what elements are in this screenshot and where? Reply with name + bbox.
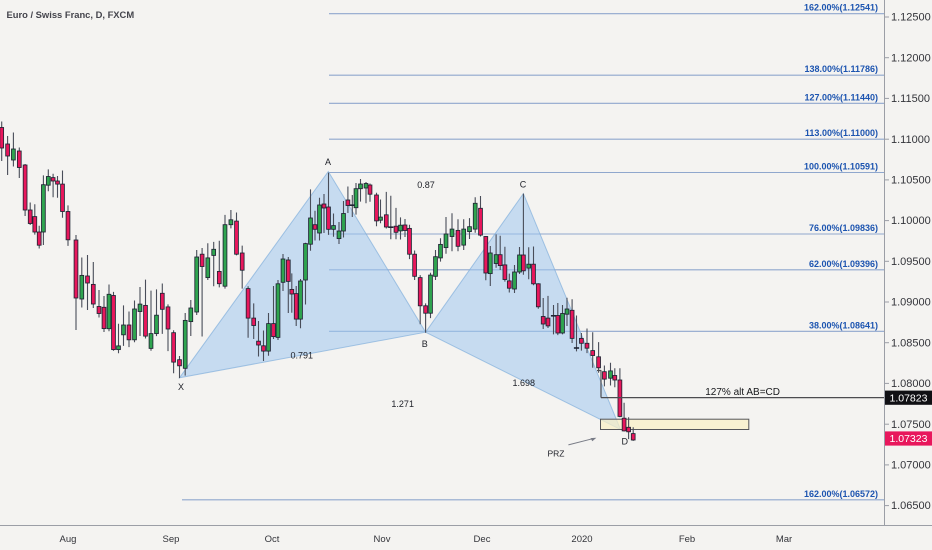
- svg-text:0.87: 0.87: [417, 180, 435, 190]
- svg-text:127% alt AB=CD: 127% alt AB=CD: [705, 387, 780, 398]
- svg-text:D: D: [621, 437, 628, 447]
- svg-text:A: A: [325, 157, 331, 167]
- svg-text:1.08500: 1.08500: [891, 337, 931, 349]
- svg-text:Sep: Sep: [163, 534, 180, 545]
- svg-text:Euro / Swiss Franc, D, FXCM: Euro / Swiss Franc, D, FXCM: [7, 9, 135, 20]
- svg-text:100.00%(1.10591): 100.00%(1.10591): [804, 162, 878, 172]
- svg-text:1.07823: 1.07823: [890, 392, 928, 404]
- svg-text:0.791: 0.791: [291, 351, 314, 361]
- svg-text:1.07323: 1.07323: [890, 433, 928, 445]
- svg-text:1.11000: 1.11000: [891, 134, 930, 146]
- svg-text:1.08000: 1.08000: [891, 378, 931, 390]
- svg-text:X: X: [178, 382, 184, 392]
- svg-text:1.07000: 1.07000: [891, 460, 931, 472]
- svg-text:1.12500: 1.12500: [891, 12, 931, 24]
- svg-text:76.00%(1.09836): 76.00%(1.09836): [809, 223, 878, 233]
- svg-text:1.09000: 1.09000: [891, 297, 931, 309]
- svg-text:1.698: 1.698: [513, 378, 536, 388]
- svg-text:Dec: Dec: [474, 534, 491, 545]
- svg-text:1.12000: 1.12000: [891, 52, 931, 64]
- svg-text:113.00%(1.11000): 113.00%(1.11000): [805, 128, 878, 138]
- svg-text:2020: 2020: [571, 534, 592, 545]
- svg-text:138.00%(1.11786): 138.00%(1.11786): [804, 64, 878, 74]
- svg-text:162.00%(1.12541): 162.00%(1.12541): [804, 3, 878, 13]
- svg-text:Oct: Oct: [265, 534, 280, 545]
- svg-text:127.00%(1.11440): 127.00%(1.11440): [804, 92, 878, 102]
- svg-text:1.11500: 1.11500: [891, 93, 930, 105]
- svg-text:PRZ: PRZ: [548, 448, 565, 458]
- svg-text:1.10500: 1.10500: [891, 175, 931, 187]
- svg-text:Nov: Nov: [374, 534, 391, 545]
- svg-text:1.10000: 1.10000: [891, 215, 931, 227]
- svg-text:62.00%(1.09396): 62.00%(1.09396): [809, 259, 878, 269]
- svg-text:Aug: Aug: [60, 534, 77, 545]
- svg-text:C: C: [520, 180, 527, 190]
- svg-text:162.00%(1.06572): 162.00%(1.06572): [804, 489, 878, 499]
- svg-text:1.09500: 1.09500: [891, 256, 931, 268]
- svg-text:38.00%(1.08641): 38.00%(1.08641): [809, 320, 878, 330]
- svg-text:1.07500: 1.07500: [891, 419, 931, 431]
- svg-text:B: B: [422, 339, 428, 349]
- svg-text:Feb: Feb: [679, 534, 695, 545]
- svg-text:1.06500: 1.06500: [891, 500, 931, 512]
- svg-text:1.271: 1.271: [391, 399, 414, 409]
- svg-text:Mar: Mar: [776, 534, 792, 545]
